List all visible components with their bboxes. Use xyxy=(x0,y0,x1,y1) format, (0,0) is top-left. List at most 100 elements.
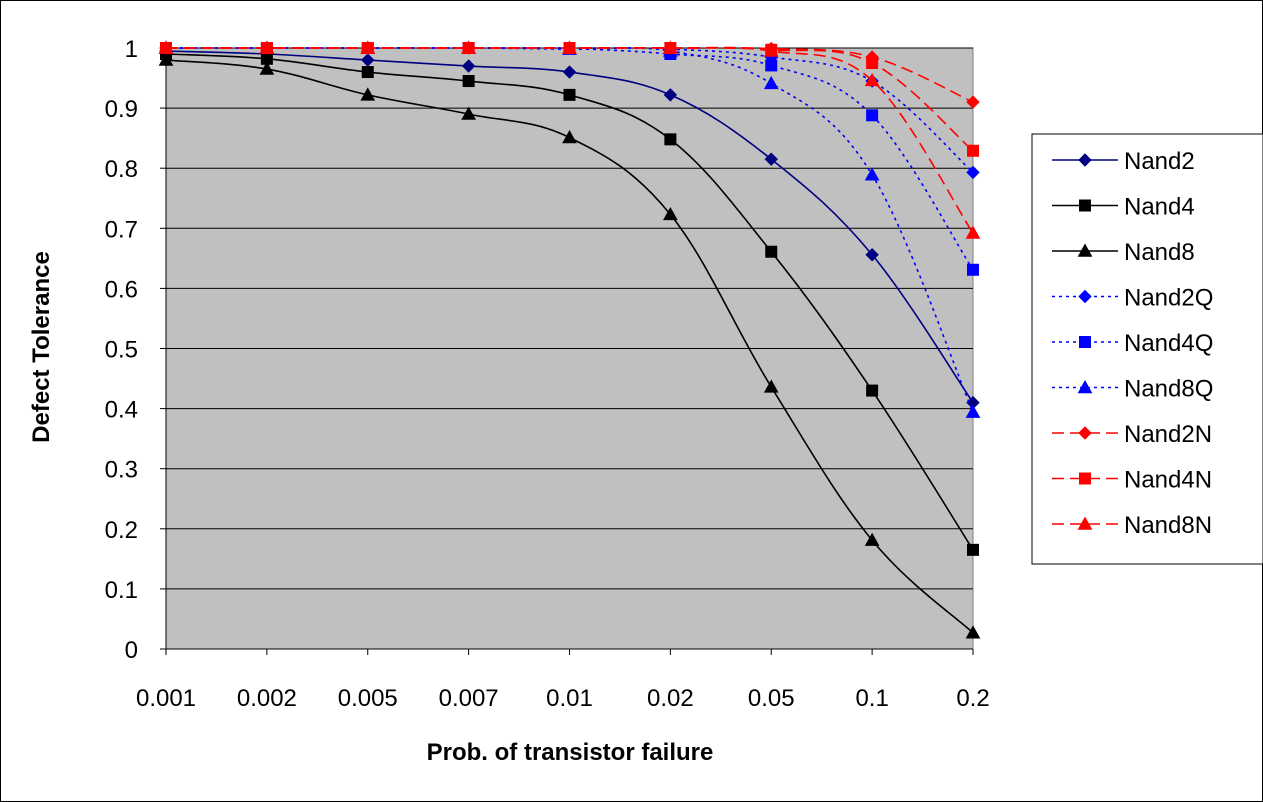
series-line xyxy=(165,53,974,551)
data-point xyxy=(965,225,981,239)
data-point xyxy=(967,543,979,556)
series-line xyxy=(165,50,974,404)
data-point xyxy=(966,165,980,180)
y-tick-label: 0.7 xyxy=(105,216,138,243)
data-point xyxy=(663,206,678,221)
legend-marker xyxy=(1077,379,1093,394)
y-tick-label: 0 xyxy=(125,637,138,664)
data-point xyxy=(866,57,879,70)
legend-item-nand4q: Nand4Q xyxy=(1052,330,1213,357)
x-tick-label: 0.005 xyxy=(338,685,398,712)
legend-item-nand2q: Nand2Q xyxy=(1052,285,1213,312)
legend-label: Nand2 xyxy=(1124,148,1195,175)
data-point xyxy=(562,130,577,144)
axes xyxy=(160,47,974,655)
legend-marker xyxy=(1078,426,1092,440)
legend-item-nand4: Nand4 xyxy=(1052,194,1195,221)
x-tick-label: 0.007 xyxy=(439,685,499,712)
data-point xyxy=(765,245,778,258)
x-tick-label: 0.002 xyxy=(237,685,297,712)
data-point xyxy=(360,87,376,101)
x-tick-label: 0.2 xyxy=(956,685,989,712)
data-point xyxy=(461,40,476,54)
x-tick-label: 0.1 xyxy=(855,685,888,712)
data-point xyxy=(360,40,376,54)
legend-marker xyxy=(1078,289,1092,304)
data-point xyxy=(563,88,576,101)
data-point xyxy=(461,59,476,73)
x-tick-labels: 0.001 0.002 0.005 0.007 0.01 0.02 0.05 0.1 0.2 xyxy=(136,685,990,712)
y-tick-label: 0.9 xyxy=(105,96,138,123)
legend-item-nand8q: Nand8Q xyxy=(1052,376,1213,403)
series-group xyxy=(158,40,981,639)
legend-item-nand2: Nand2 xyxy=(1052,148,1195,175)
y-tick-label: 0.5 xyxy=(105,337,138,364)
y-tick-label: 0.3 xyxy=(105,457,138,484)
series-line xyxy=(165,46,974,234)
legend-label: Nand8Q xyxy=(1124,376,1213,403)
y-tick-label: 0.8 xyxy=(105,156,138,183)
x-tick-label: 0.001 xyxy=(136,685,196,712)
data-point xyxy=(967,144,979,157)
x-tick-label: 0.02 xyxy=(647,685,694,712)
data-point xyxy=(663,88,678,102)
x-axis-title: Prob. of transistor failure xyxy=(427,739,714,766)
data-point xyxy=(462,75,475,88)
data-point xyxy=(361,53,375,67)
data-point xyxy=(763,75,779,90)
legend-marker xyxy=(1078,153,1092,167)
data-point xyxy=(966,95,980,109)
series-nand8n xyxy=(158,40,981,239)
data-point xyxy=(763,43,779,57)
legend: Nand2 Nand4 Nand8 Nand2Q Nand4Q Nand8Q Nand2N N… xyxy=(1031,133,1263,565)
x-tick-label: 0.01 xyxy=(546,685,593,712)
legend-marker xyxy=(1079,472,1091,485)
data-point xyxy=(864,167,880,181)
series-line xyxy=(165,59,974,634)
data-point xyxy=(562,65,577,79)
y-tick-label: 0.1 xyxy=(105,577,138,604)
legend-label: Nand2N xyxy=(1124,421,1212,448)
data-point xyxy=(259,61,275,75)
series-nand8 xyxy=(158,52,981,639)
legend-marker xyxy=(1079,199,1091,212)
data-point xyxy=(965,625,981,639)
data-point xyxy=(461,106,476,120)
legend-item-nand2n: Nand2N xyxy=(1052,421,1212,448)
data-point xyxy=(158,52,174,66)
data-point xyxy=(864,72,880,87)
legend-label: Nand2Q xyxy=(1124,285,1213,312)
legend-marker xyxy=(1077,516,1093,530)
legend-label: Nand4 xyxy=(1124,194,1195,221)
legend-item-nand4n: Nand4N xyxy=(1052,467,1212,494)
data-point xyxy=(764,152,778,166)
y-tick-label: 0.4 xyxy=(105,397,138,424)
y-tick-label: 0.6 xyxy=(105,276,138,303)
grid-lines xyxy=(166,47,973,650)
data-point xyxy=(663,40,678,54)
y-axis-title: Defect Tolerance xyxy=(28,251,55,443)
data-point xyxy=(562,40,577,54)
y-tick-label: 1 xyxy=(125,36,138,63)
legend-marker xyxy=(1077,243,1093,257)
data-point xyxy=(865,248,879,262)
legend-label: Nand4Q xyxy=(1124,330,1213,357)
data-point xyxy=(965,404,981,418)
legend-label: Nand8 xyxy=(1124,239,1195,266)
x-tick-label: 0.05 xyxy=(748,685,795,712)
legend-marker xyxy=(1079,336,1091,348)
data-point xyxy=(763,379,779,393)
data-point xyxy=(866,384,879,397)
legend-item-nand8: Nand8 xyxy=(1052,239,1195,266)
data-point xyxy=(361,66,374,79)
legend-label: Nand4N xyxy=(1124,467,1212,494)
data-point xyxy=(866,109,879,122)
y-tick-label: 0.2 xyxy=(105,517,138,544)
data-point xyxy=(259,40,275,54)
legend-label: Nand8N xyxy=(1124,512,1212,539)
y-tick-labels: 0 0.1 0.2 0.3 0.4 0.5 0.6 0.7 0.8 0.9 1 xyxy=(105,36,138,664)
data-point xyxy=(664,133,677,146)
legend-item-nand8n: Nand8N xyxy=(1052,512,1212,539)
data-point xyxy=(864,532,880,546)
